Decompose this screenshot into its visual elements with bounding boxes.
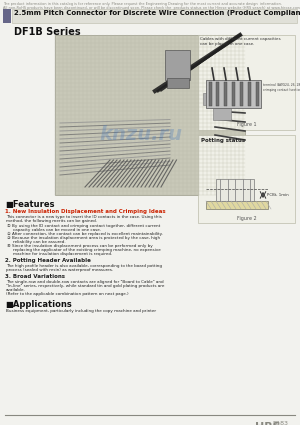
Text: 1. New Insulation Displacement and Crimping Ideas: 1. New Insulation Displacement and Crimp… (5, 209, 166, 214)
Bar (224, 82, 227, 106)
Text: 2.5mm Pitch Connector for Discrete Wire Connection (Product Compliant with UL/CS: 2.5mm Pitch Connector for Discrete Wire … (14, 10, 300, 16)
Text: ④ Since the insulation displacement process can be performed only by: ④ Since the insulation displacement proc… (7, 244, 153, 248)
Text: All non-RoHS products have been discontinued, or will be discontinued soon. Plea: All non-RoHS products have been disconti… (3, 6, 300, 10)
Text: Potting status: Potting status (201, 138, 245, 143)
Bar (203, 93, 221, 105)
Text: available.: available. (6, 288, 26, 292)
Text: Business equipment, particularly including the copy machine and printer: Business equipment, particularly includi… (6, 309, 156, 313)
Text: terminal (AWG24, 26, 28): terminal (AWG24, 26, 28) (263, 83, 300, 87)
Text: knzu.ru: knzu.ru (99, 125, 182, 144)
Text: replacing the applicator of the existing crimping machine, no expensive: replacing the applicator of the existing… (13, 248, 161, 252)
Bar (240, 82, 243, 106)
Bar (256, 82, 259, 106)
Text: PCBt, 1min: PCBt, 1min (267, 193, 289, 197)
Text: ■Applications: ■Applications (5, 300, 72, 309)
Text: can be placed in one case.: can be placed in one case. (200, 42, 254, 46)
Text: ■Features: ■Features (5, 200, 55, 209)
Text: This connector is a new type to insert the ID contacts in the case. Using this: This connector is a new type to insert t… (6, 215, 162, 219)
Text: "In-line" series, respectively, while standard tin and gold plating products are: "In-line" series, respectively, while st… (6, 284, 164, 288)
Text: The high profile header is also available, corresponding to the board potting: The high profile header is also availabl… (6, 264, 162, 268)
Bar (198, 135, 295, 223)
Bar (208, 82, 211, 106)
Bar (206, 201, 268, 209)
Bar (167, 78, 189, 88)
Text: crimping contact (section to 6): crimping contact (section to 6) (263, 88, 300, 92)
Text: The product information in this catalog is for reference only. Please request th: The product information in this catalog … (3, 2, 282, 6)
Text: ③ Because the insulation displacement area is protected by the case, high: ③ Because the insulation displacement ar… (7, 236, 160, 240)
Bar (198, 35, 295, 130)
Text: ② After connection, the contact can be replaced is excellent maintainability.: ② After connection, the contact can be r… (7, 232, 163, 236)
Text: 3. Broad Variations: 3. Broad Variations (5, 274, 65, 279)
Bar (12, 9, 297, 23)
Text: Cables with different current capacities: Cables with different current capacities (200, 37, 280, 41)
Text: (Refer to the applicable combination pattern on next page.): (Refer to the applicable combination pat… (6, 292, 129, 296)
Bar (213, 108, 231, 120)
Bar (216, 82, 219, 106)
Bar (55, 35, 245, 195)
Text: method, the following merits can be gained.: method, the following merits can be gain… (6, 219, 97, 223)
Text: 2. Potting Header Available: 2. Potting Header Available (5, 258, 91, 263)
Bar (206, 80, 261, 108)
Text: HRS: HRS (255, 422, 281, 425)
Bar (3, 9, 11, 23)
Text: process (sealed with resin) as waterproof measures.: process (sealed with resin) as waterproo… (6, 268, 113, 272)
Text: reliability can be assured.: reliability can be assured. (13, 240, 66, 244)
Bar (165, 50, 190, 80)
Text: ① By using the ID contact and crimping contact together, different current: ① By using the ID contact and crimping c… (7, 224, 160, 228)
Bar (216, 179, 254, 201)
Text: DF1B Series: DF1B Series (14, 27, 81, 37)
Bar (232, 82, 235, 106)
Text: capacity cables can be moved in one case.: capacity cables can be moved in one case… (13, 228, 101, 232)
Text: Figure 1: Figure 1 (237, 122, 256, 127)
Text: Figure 2: Figure 2 (237, 216, 256, 221)
Text: B183: B183 (272, 421, 288, 425)
Bar (248, 82, 251, 106)
Text: The single-row and double-row contacts are aligned for "Board to Cable" and: The single-row and double-row contacts a… (6, 280, 164, 284)
Text: machine for insulation displacement is required.: machine for insulation displacement is r… (13, 252, 112, 256)
